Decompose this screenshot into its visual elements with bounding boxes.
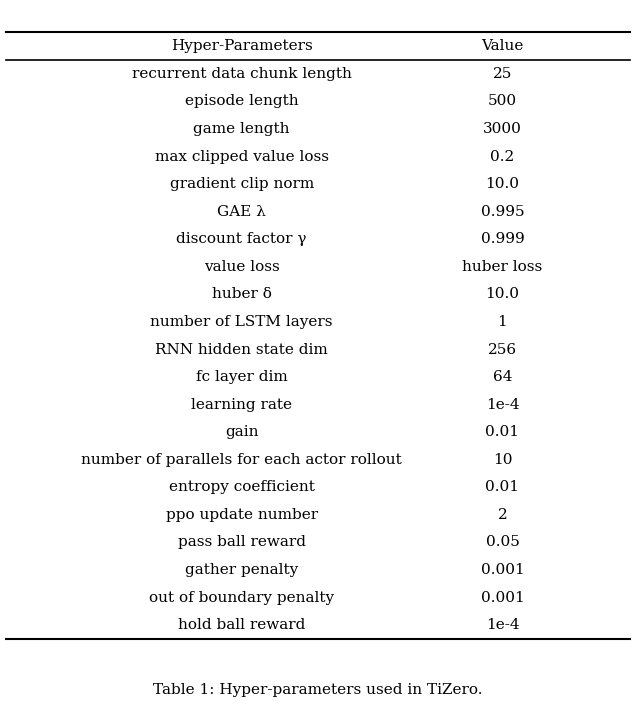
Text: gradient clip norm: gradient clip norm <box>170 177 314 191</box>
Text: 0.001: 0.001 <box>481 591 524 604</box>
Text: gather penalty: gather penalty <box>185 563 298 577</box>
Text: learning rate: learning rate <box>191 398 292 412</box>
Text: 500: 500 <box>488 95 517 108</box>
Text: 0.05: 0.05 <box>485 536 520 549</box>
Text: 10.0: 10.0 <box>485 177 520 191</box>
Text: entropy coefficient: entropy coefficient <box>169 480 315 495</box>
Text: 10: 10 <box>493 453 512 467</box>
Text: huber δ: huber δ <box>212 287 272 301</box>
Text: 0.01: 0.01 <box>485 480 520 495</box>
Text: 10.0: 10.0 <box>485 287 520 301</box>
Text: hold ball reward: hold ball reward <box>178 618 305 632</box>
Text: 25: 25 <box>493 67 512 81</box>
Text: 1e-4: 1e-4 <box>486 398 519 412</box>
Text: out of boundary penalty: out of boundary penalty <box>149 591 335 604</box>
Text: 0.001: 0.001 <box>481 563 524 577</box>
Text: 1e-4: 1e-4 <box>486 618 519 632</box>
Text: 2: 2 <box>497 508 508 522</box>
Text: 64: 64 <box>493 370 512 384</box>
Text: huber loss: huber loss <box>462 260 543 274</box>
Text: 0.999: 0.999 <box>481 232 524 246</box>
Text: Hyper-Parameters: Hyper-Parameters <box>171 39 312 53</box>
Text: pass ball reward: pass ball reward <box>177 536 306 549</box>
Text: gain: gain <box>225 425 258 439</box>
Text: episode length: episode length <box>185 95 298 108</box>
Text: ppo update number: ppo update number <box>165 508 318 522</box>
Text: RNN hidden state dim: RNN hidden state dim <box>155 342 328 357</box>
Text: 256: 256 <box>488 342 517 357</box>
Text: fc layer dim: fc layer dim <box>196 370 287 384</box>
Text: Value: Value <box>481 39 523 53</box>
Text: Table 1: Hyper-parameters used in TiZero.: Table 1: Hyper-parameters used in TiZero… <box>153 682 483 697</box>
Text: GAE λ: GAE λ <box>218 204 266 219</box>
Text: value loss: value loss <box>204 260 280 274</box>
Text: 0.2: 0.2 <box>490 149 515 164</box>
Text: 0.01: 0.01 <box>485 425 520 439</box>
Text: number of parallels for each actor rollout: number of parallels for each actor rollo… <box>81 453 402 467</box>
Text: max clipped value loss: max clipped value loss <box>155 149 329 164</box>
Text: discount factor γ: discount factor γ <box>176 232 307 246</box>
Text: 1: 1 <box>497 315 508 329</box>
Text: 0.995: 0.995 <box>481 204 524 219</box>
Text: recurrent data chunk length: recurrent data chunk length <box>132 67 352 81</box>
Text: game length: game length <box>193 122 290 136</box>
Text: number of LSTM layers: number of LSTM layers <box>151 315 333 329</box>
Text: 3000: 3000 <box>483 122 522 136</box>
